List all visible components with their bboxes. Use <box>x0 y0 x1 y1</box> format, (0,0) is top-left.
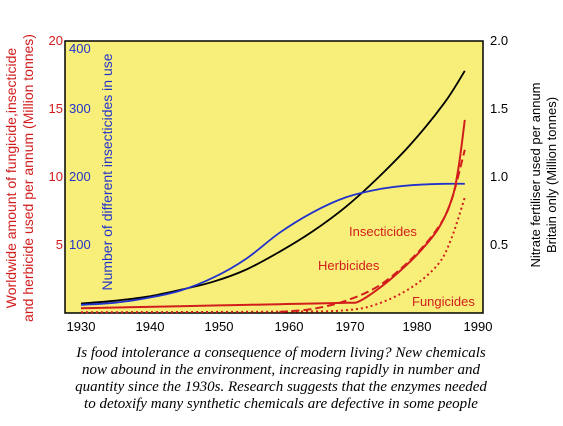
x-tick-1960: 1960 <box>275 319 304 334</box>
left-inner-label: Number of different insecticides in use <box>99 53 115 290</box>
x-tick-1970: 1970 <box>336 319 365 334</box>
plot-lines <box>80 70 466 314</box>
series-label-fungicides: Fungicides <box>412 294 475 309</box>
series-label-herbicides: Herbicides <box>318 258 380 273</box>
caption-line-2: now abound in the environment, increasin… <box>82 362 481 378</box>
left-outer-label-line1: Worldwide amount of fungicide,insecticid… <box>3 48 19 309</box>
left-outer-tick-20: 20 <box>49 33 63 48</box>
left-inner-axis: Number of different insecticides in use … <box>69 41 115 291</box>
right-tick-0-5: 0.5 <box>490 237 508 252</box>
right-tick-1-5: 1.5 <box>490 101 508 116</box>
series-line-insecticide-count <box>80 182 465 306</box>
left-inner-tick-200: 200 <box>69 169 91 184</box>
series-label-insecticides: Insecticides <box>349 224 417 239</box>
x-tick-1930: 1930 <box>67 319 96 334</box>
caption-line-3: quantity since the 1930s. Research sugge… <box>75 379 487 395</box>
right-label-line1: Nitrate fertiliser used per annum <box>528 83 543 268</box>
series-line-fungicides <box>80 197 466 314</box>
caption-line-1: Is food intolerance a consequence of mod… <box>75 345 486 361</box>
series-line-herbicides <box>279 149 466 313</box>
caption-line-4: to detoxify many synthetic chemicals are… <box>84 396 478 412</box>
left-outer-tick-10: 10 <box>49 169 63 184</box>
left-outer-axis: Worldwide amount of fungicide,insecticid… <box>3 33 63 322</box>
caption: Is food intolerance a consequence of mod… <box>75 345 487 412</box>
right-tick-2-0: 2.0 <box>490 33 508 48</box>
left-inner-tick-100: 100 <box>69 237 91 252</box>
x-tick-1950: 1950 <box>205 319 234 334</box>
left-outer-tick-15: 15 <box>49 101 63 116</box>
x-tick-1990: 1990 <box>464 319 493 334</box>
left-outer-label-line2: and herbicide used per annum (Million to… <box>20 34 36 322</box>
plot-area <box>64 40 484 314</box>
right-axis: 0.5 1.0 1.5 2.0 Nitrate fertiliser used … <box>490 33 559 267</box>
left-inner-tick-300: 300 <box>69 101 91 116</box>
x-tick-1940: 1940 <box>136 319 165 334</box>
right-label-line2: Britain only (Million tonnes) <box>544 97 559 253</box>
series-line-nitrate-fertiliser <box>80 70 466 305</box>
left-inner-tick-400: 400 <box>69 41 91 56</box>
x-axis: 1930 1940 1950 1960 1970 1980 1990 <box>67 319 493 334</box>
x-tick-1980: 1980 <box>403 319 432 334</box>
right-tick-1-0: 1.0 <box>490 169 508 184</box>
left-outer-tick-5: 5 <box>56 237 63 252</box>
